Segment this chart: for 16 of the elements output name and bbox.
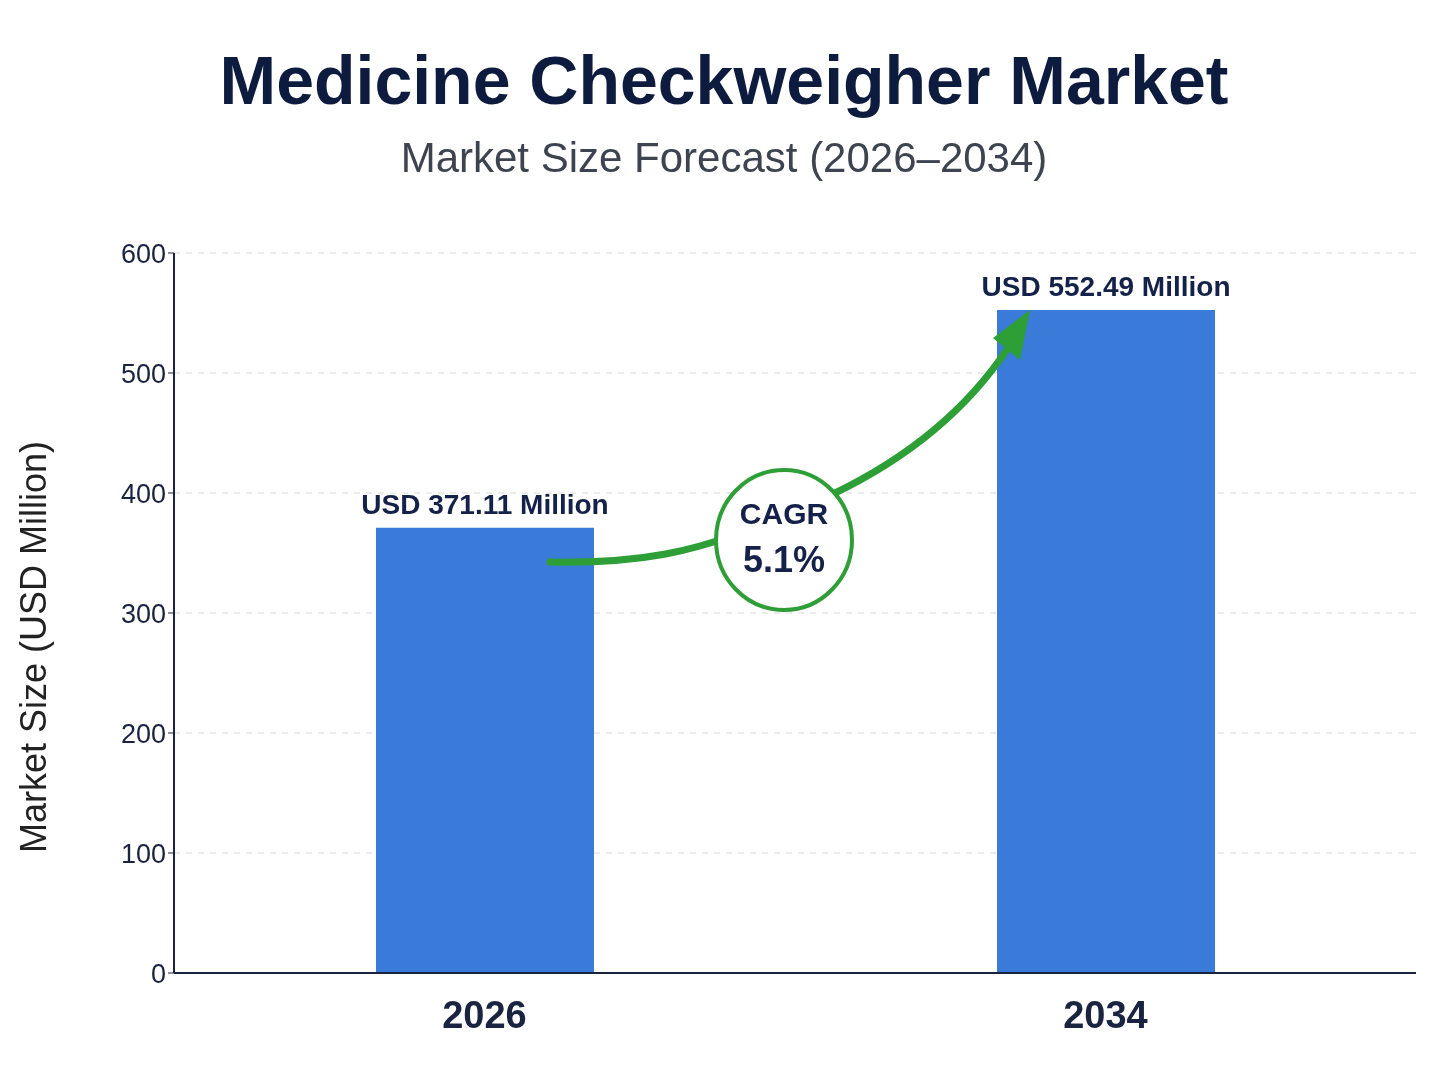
y-tick-label: 100	[120, 838, 166, 869]
annotation: CAGR	[739, 497, 829, 530]
chart-subtitle: Market Size Forecast (2026–2034)	[399, 133, 1049, 183]
chart-title: Medicine Checkweigher Market	[218, 41, 1230, 120]
y-tick-label: 200	[120, 718, 166, 749]
y-tick-label: 600	[120, 238, 166, 269]
x-tick-label: 2026	[442, 993, 527, 1036]
y-tick-label: 0	[150, 958, 166, 989]
y-tick-label: 300	[120, 598, 166, 629]
y-axis-title: Market Size (USD Million)	[12, 440, 54, 853]
annotation: 5.1%	[742, 539, 826, 580]
data-label: USD 552.49 Million	[981, 271, 1231, 303]
x-tick-label: 2034	[1063, 993, 1148, 1036]
y-tick-label: 500	[120, 358, 166, 389]
y-tick-label: 400	[120, 478, 166, 509]
data-label: USD 371.11 Million	[361, 488, 609, 520]
